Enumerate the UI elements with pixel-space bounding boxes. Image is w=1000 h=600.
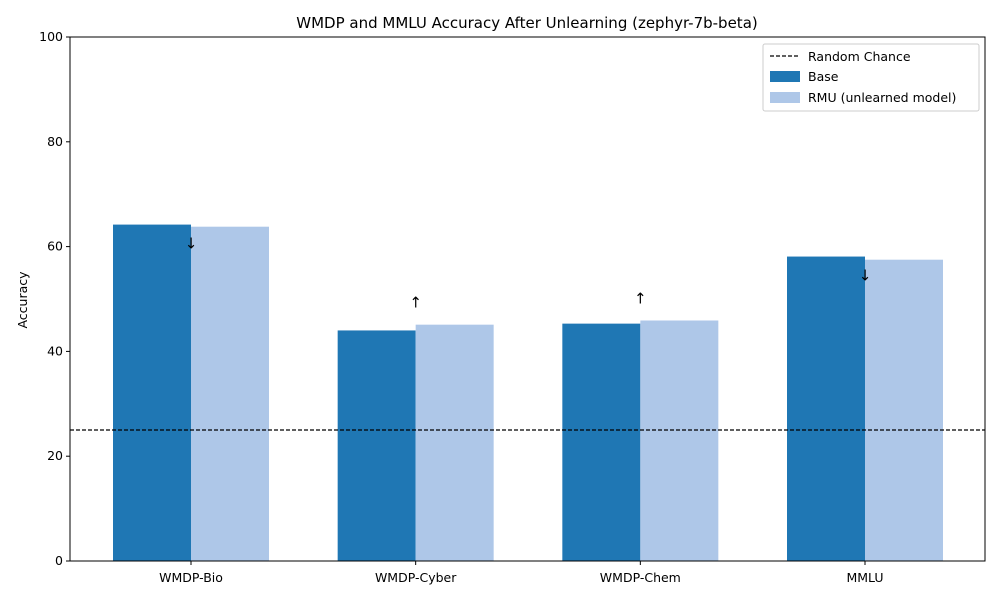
chart-title: WMDP and MMLU Accuracy After Unlearning … [296, 14, 757, 32]
bar-rmu-wmdp-cyber [415, 324, 494, 561]
legend-label-rmu: RMU (unlearned model) [808, 90, 956, 105]
y-tick-label: 40 [47, 343, 63, 358]
legend-frame [762, 43, 980, 112]
legend-label-random-chance: Random Chance [808, 49, 911, 64]
x-tick-label-wmdp-bio: WMDP-Bio [159, 570, 223, 585]
axes-frame [69, 36, 986, 562]
x-tick-label-wmdp-cyber: WMDP-Cyber [375, 570, 457, 585]
change-arrow-wmdp-chem: ↑ [634, 289, 647, 307]
bar-base-mmlu [787, 256, 865, 561]
bar-rmu-wmdp-bio [191, 226, 269, 562]
y-tick-label: 0 [55, 553, 63, 568]
plot-area: 0 20 40 60 80 100 WMDP-Bio WMDP-Cyber WMDP-Chem M… [39, 29, 986, 585]
y-tick-label: 60 [47, 239, 63, 254]
bar-base-wmdp-cyber [337, 330, 416, 561]
x-tick-label-wmdp-chem: WMDP-Chem [600, 570, 681, 585]
legend: Random Chance Base RMU (unlearned model) [762, 43, 980, 112]
change-arrow-wmdp-cyber: ↑ [409, 294, 422, 312]
legend-swatch-base [770, 71, 800, 82]
bar-base-wmdp-bio [113, 224, 191, 562]
y-axis-label: Accuracy [15, 271, 30, 329]
change-arrow-mmlu: ↓ [859, 267, 872, 285]
y-tick-label: 20 [47, 448, 63, 463]
legend-label-base: Base [808, 69, 839, 84]
bar-rmu-mmlu [865, 259, 943, 561]
y-tick-label: 80 [47, 134, 63, 149]
legend-swatch-rmu [770, 92, 800, 103]
x-tick-label-mmlu: MMLU [846, 570, 883, 585]
bar-rmu-wmdp-chem [640, 320, 719, 561]
y-tick-label: 100 [39, 29, 63, 44]
bar-base-wmdp-chem [562, 323, 641, 561]
change-arrow-wmdp-bio: ↓ [185, 235, 198, 253]
